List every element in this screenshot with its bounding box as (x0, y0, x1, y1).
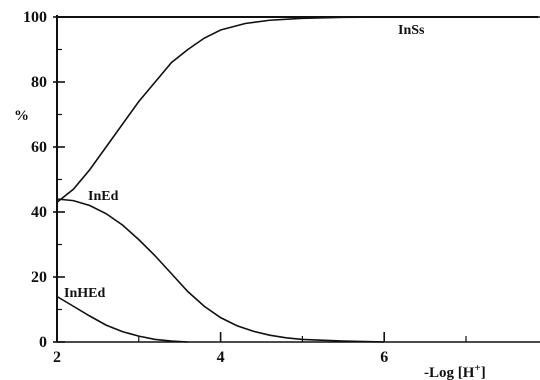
x-axis-title-close: ] (481, 365, 486, 380)
series-labels: InSs InEd InHEd (64, 23, 425, 301)
y-tick-label: 80 (31, 74, 47, 91)
series-line-inss (56, 16, 540, 203)
x-tick-label: 6 (380, 349, 388, 366)
x-tick-label: 2 (53, 349, 61, 366)
y-axis-title: % (14, 108, 29, 124)
series-line-inhed (56, 295, 188, 343)
y-tick-label: 60 (31, 139, 47, 156)
x-axis-title-superscript: + (474, 362, 480, 374)
series-label-ined: InEd (88, 189, 119, 204)
x-axis-title-main: -Log [H (424, 365, 475, 380)
series-label-inss: InSs (398, 23, 425, 38)
x-tick-label: 4 (217, 349, 225, 366)
data-series (56, 16, 540, 343)
series-label-inhed: InHEd (64, 286, 105, 301)
y-tick-label: 0 (39, 334, 47, 351)
y-tick-label: 40 (31, 204, 47, 221)
axis-ticks (53, 16, 467, 343)
y-tick-label: 20 (31, 269, 47, 286)
series-line-ined (56, 198, 385, 343)
chart-axes (56, 15, 538, 342)
tick-labels: 0 20 40 60 80 100 2 4 6 (23, 9, 388, 366)
y-tick-label: 100 (23, 9, 47, 26)
x-axis-title: -Log [H+] (424, 362, 486, 380)
